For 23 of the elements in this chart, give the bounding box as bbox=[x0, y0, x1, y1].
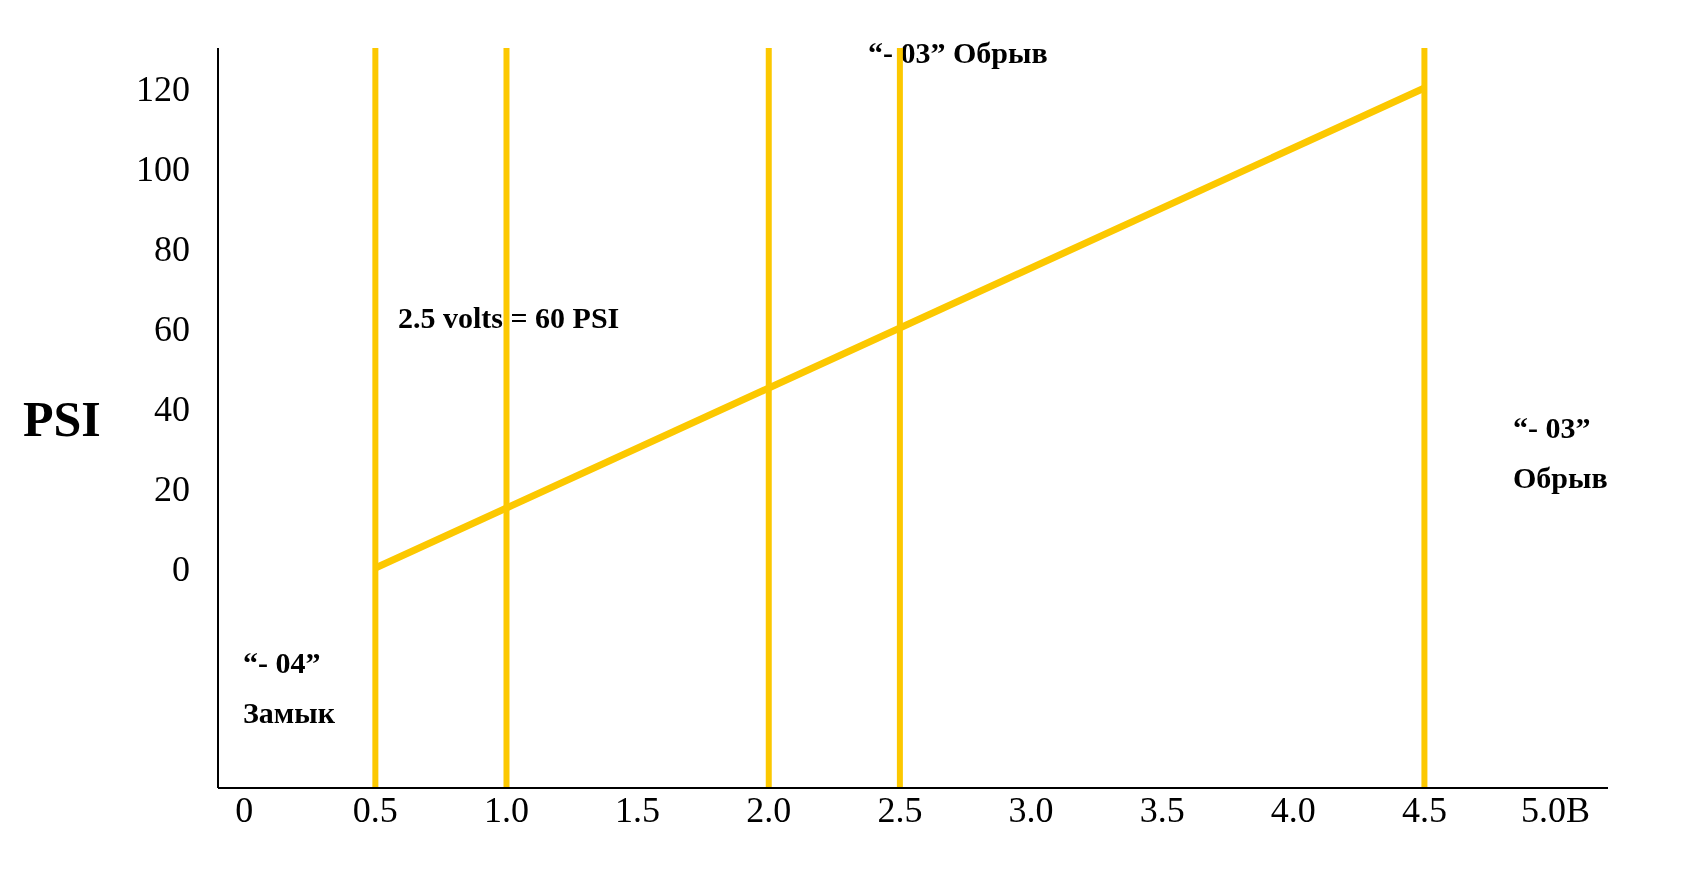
annotation: “- 03” Обрыв bbox=[1513, 411, 1608, 494]
x-tick-label: 1.0 bbox=[483, 789, 529, 830]
y-axis-title: PSI bbox=[23, 390, 101, 447]
x-tick-label: 3.5 bbox=[1139, 789, 1185, 830]
y-tick-label: 20 bbox=[154, 468, 190, 509]
x-tick-label: 3.0 bbox=[1008, 789, 1054, 830]
y-tick-label: 120 bbox=[136, 68, 190, 109]
y-tick-label: 0 bbox=[172, 548, 190, 589]
annotation: “- 03” Обрыв bbox=[868, 36, 1048, 69]
annotation: “- 04” Замык bbox=[243, 646, 336, 729]
y-tick-label: 40 bbox=[154, 388, 190, 429]
y-tick-label: 100 bbox=[136, 148, 190, 189]
x-tick-label: 0 bbox=[235, 789, 254, 830]
x-tick-label: 4.0 bbox=[1270, 789, 1316, 830]
x-tick-label: 0.5 bbox=[352, 789, 398, 830]
x-tick-label: 1.5 bbox=[615, 789, 661, 830]
y-tick-label: 80 bbox=[154, 228, 190, 269]
x-tick-label: 4.5 bbox=[1401, 789, 1447, 830]
annotation: 2.5 volts = 60 PSI bbox=[398, 301, 620, 334]
y-tick-label: 60 bbox=[154, 308, 190, 349]
x-tick-label: 2.5 bbox=[877, 789, 923, 830]
x-tick-label: 5.0B bbox=[1521, 789, 1591, 830]
x-tick-label: 2.0 bbox=[746, 789, 792, 830]
